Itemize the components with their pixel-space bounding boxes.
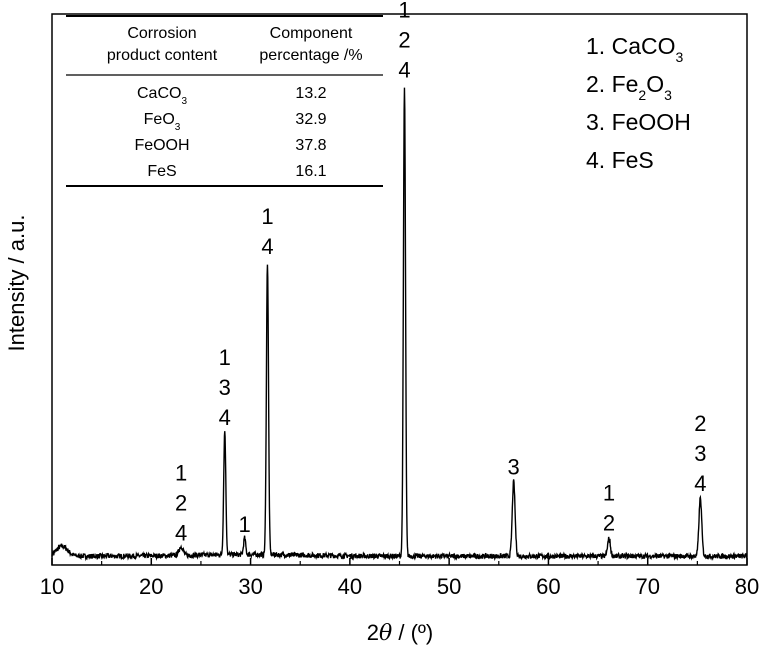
peak-label: 4 [261, 234, 273, 259]
peak-label: 1 [603, 481, 615, 506]
table-header-cell: product content [107, 47, 218, 64]
table-header-cell: Component [270, 25, 353, 42]
legend-entry: 1. CaCO3 [586, 33, 683, 65]
peak-label: 2 [694, 411, 706, 436]
peak-label: 2 [398, 28, 410, 53]
legend-entry: 3. FeOOH [586, 109, 691, 135]
peak-label: 4 [398, 58, 410, 83]
peak-label: 1 [175, 460, 187, 485]
composition-table: Corrosion product content Component percent… [66, 15, 383, 187]
y-axis-label: Intensity / a.u. [4, 215, 29, 352]
table-percentage-value: 32.9 [295, 111, 326, 128]
legend-entry: 4. FeS [586, 147, 654, 173]
x-tick-label: 70 [635, 574, 659, 599]
table-product-name: CaCO3 [137, 85, 187, 107]
peak-label: 1 [261, 204, 273, 229]
table-header-cell: Corrosion [127, 25, 196, 42]
peak-label: 1 [398, 0, 410, 23]
table-header-cell: percentage /% [259, 47, 362, 64]
x-tick-label: 30 [238, 574, 262, 599]
table-percentage-value: 13.2 [295, 85, 326, 102]
x-tick-label: 60 [536, 574, 560, 599]
x-tick-label: 50 [437, 574, 461, 599]
peak-label: 4 [175, 520, 187, 545]
peak-label-layer: 1 2 4 1 3 4 1 1 4 1 2 4 3 1 2 2 3 4 [175, 0, 707, 545]
x-tick-label: 80 [735, 574, 759, 599]
peak-label: 4 [694, 471, 706, 496]
peak-label: 3 [694, 441, 706, 466]
axes-layer: 10 20 30 40 50 60 70 80 [40, 13, 759, 599]
peak-label: 3 [508, 454, 520, 479]
legend: 1. CaCO3 2. Fe2O3 3. FeOOH 4. FeS [586, 33, 691, 173]
table-product-name: FeO3 [144, 111, 181, 133]
table-percentage-value: 37.8 [295, 137, 326, 154]
xrd-pattern-line [51, 87, 748, 562]
legend-entry: 2. Fe2O3 [586, 71, 672, 103]
plot-layer [51, 87, 748, 562]
peak-label: 1 [238, 512, 250, 537]
peak-label: 3 [219, 375, 231, 400]
peak-label: 4 [219, 405, 231, 430]
peak-label: 1 [219, 345, 231, 370]
peak-label: 2 [603, 511, 615, 536]
x-axis-label: 2θ / (º) [367, 620, 434, 646]
x-tick-label: 40 [338, 574, 362, 599]
table-percentage-value: 16.1 [295, 163, 326, 180]
x-tick-label: 20 [139, 574, 163, 599]
x-tick-label: 10 [40, 574, 64, 599]
table-product-name: FeS [147, 163, 176, 180]
table-product-name: FeOOH [134, 137, 189, 154]
peak-label: 2 [175, 490, 187, 515]
